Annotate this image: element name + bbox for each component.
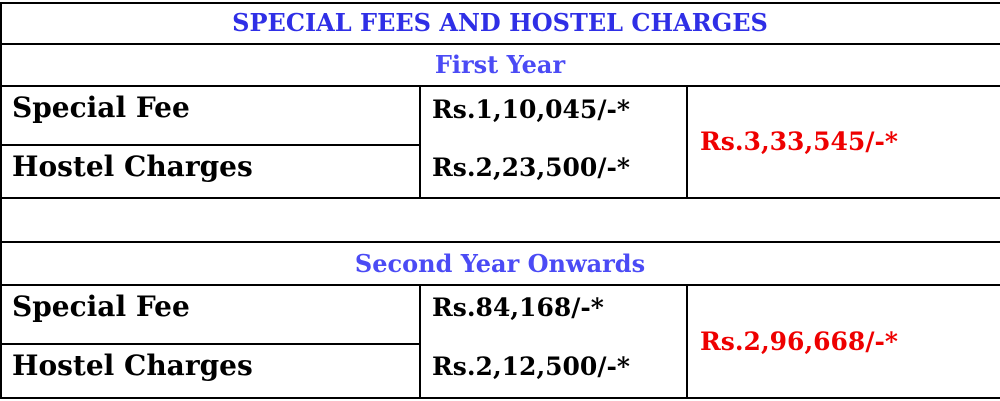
row-label: Special Fee <box>12 91 190 124</box>
section-total: Rs.2,96,668/-* <box>700 327 898 356</box>
row-amount: Rs.1,10,045/-* <box>432 95 630 124</box>
divider <box>686 85 688 198</box>
divider <box>0 2 2 399</box>
row-amount: Rs.84,168/-* <box>432 293 604 322</box>
divider <box>0 2 1000 4</box>
divider <box>686 284 688 398</box>
divider <box>0 85 1000 87</box>
row-label: Special Fee <box>12 290 190 323</box>
divider <box>419 284 421 398</box>
divider <box>0 144 420 146</box>
divider <box>0 43 1000 45</box>
divider <box>0 397 1000 399</box>
table-title: SPECIAL FEES AND HOSTEL CHARGES <box>232 8 768 37</box>
row-amount: Rs.2,12,500/-* <box>432 352 630 381</box>
section-heading-second-year: Second Year Onwards <box>354 249 646 278</box>
section-total: Rs.3,33,545/-* <box>700 127 898 156</box>
row-amount: Rs.2,23,500/-* <box>432 153 630 182</box>
divider <box>0 197 1000 199</box>
divider <box>0 241 1000 243</box>
divider <box>0 284 1000 286</box>
divider <box>0 343 420 345</box>
divider <box>419 85 421 198</box>
section-heading-first-year: First Year <box>434 50 566 79</box>
row-label: Hostel Charges <box>12 150 253 183</box>
row-label: Hostel Charges <box>12 349 253 382</box>
